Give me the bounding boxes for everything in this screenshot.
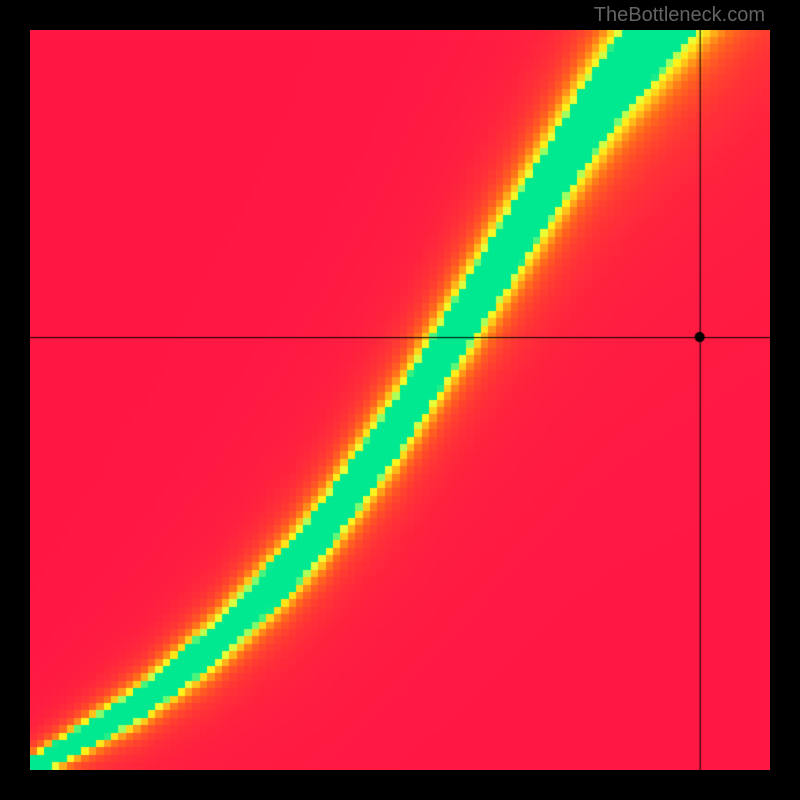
bottleneck-heatmap: [30, 30, 770, 770]
watermark-text: TheBottleneck.com: [594, 4, 765, 27]
chart-area: [30, 30, 770, 770]
